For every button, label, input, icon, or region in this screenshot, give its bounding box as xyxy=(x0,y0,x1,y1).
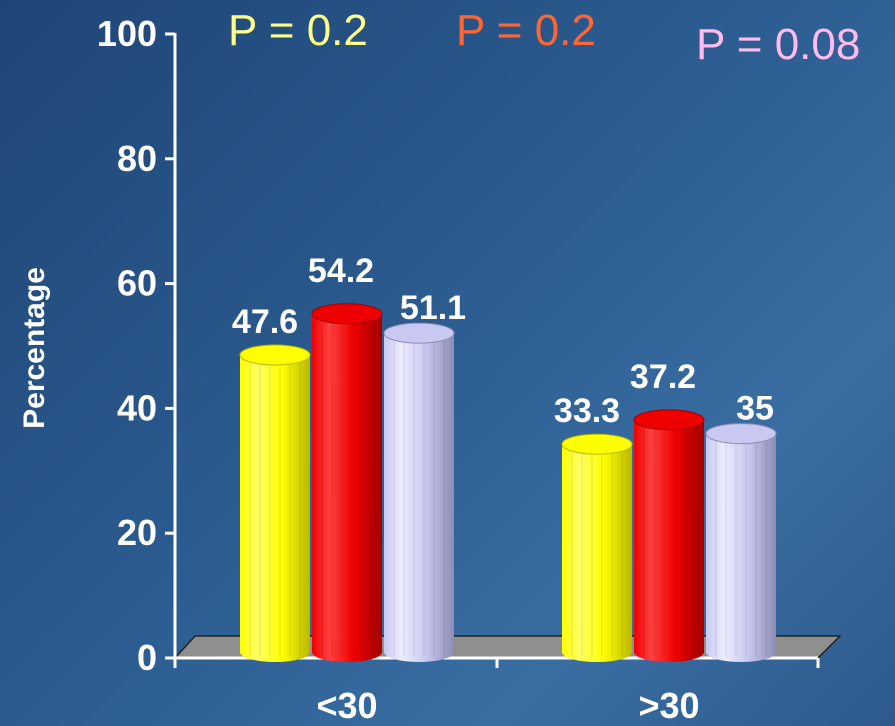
bar-body xyxy=(706,433,776,662)
data-label-0-2: 51.1 xyxy=(400,289,466,327)
bar-top xyxy=(633,409,705,431)
bar-top xyxy=(239,344,311,366)
bar-top xyxy=(705,423,777,445)
y-tick-label-40: 40 xyxy=(117,387,157,428)
y-axis-title: Percentage xyxy=(18,267,51,429)
bar-1-2 xyxy=(705,423,777,662)
data-label-1-1: 37.2 xyxy=(630,358,696,396)
bar-body xyxy=(634,419,704,662)
bar-body xyxy=(240,354,310,662)
y-tick-label-60: 60 xyxy=(117,263,157,304)
bar-top xyxy=(311,303,383,325)
p-value-1: P = 0.2 xyxy=(228,6,368,55)
bar-1-0 xyxy=(561,433,633,662)
data-label-1-0: 33.3 xyxy=(554,392,620,430)
bar-top xyxy=(383,322,455,344)
bar-body xyxy=(562,444,632,662)
bar-body xyxy=(384,333,454,662)
y-tick-label-80: 80 xyxy=(117,138,157,179)
data-label-1-2: 35 xyxy=(736,390,774,428)
data-label-0-1: 54.2 xyxy=(308,252,374,290)
y-tick-label-100: 100 xyxy=(97,13,157,54)
x-category-label-1: >30 xyxy=(638,685,699,726)
bar-0-0 xyxy=(239,344,311,662)
y-tick-label-20: 20 xyxy=(117,512,157,553)
x-category-label-0: <30 xyxy=(316,685,377,726)
bar-body xyxy=(312,313,382,662)
y-tick-label-0: 0 xyxy=(137,637,157,678)
bar-0-1 xyxy=(311,303,383,662)
bar-top xyxy=(561,433,633,455)
p-value-2: P = 0.2 xyxy=(456,6,596,55)
p-value-3: P = 0.08 xyxy=(696,20,861,69)
bar-0-2 xyxy=(383,322,455,662)
data-label-0-0: 47.6 xyxy=(232,303,298,341)
bar-1-1 xyxy=(633,409,705,662)
